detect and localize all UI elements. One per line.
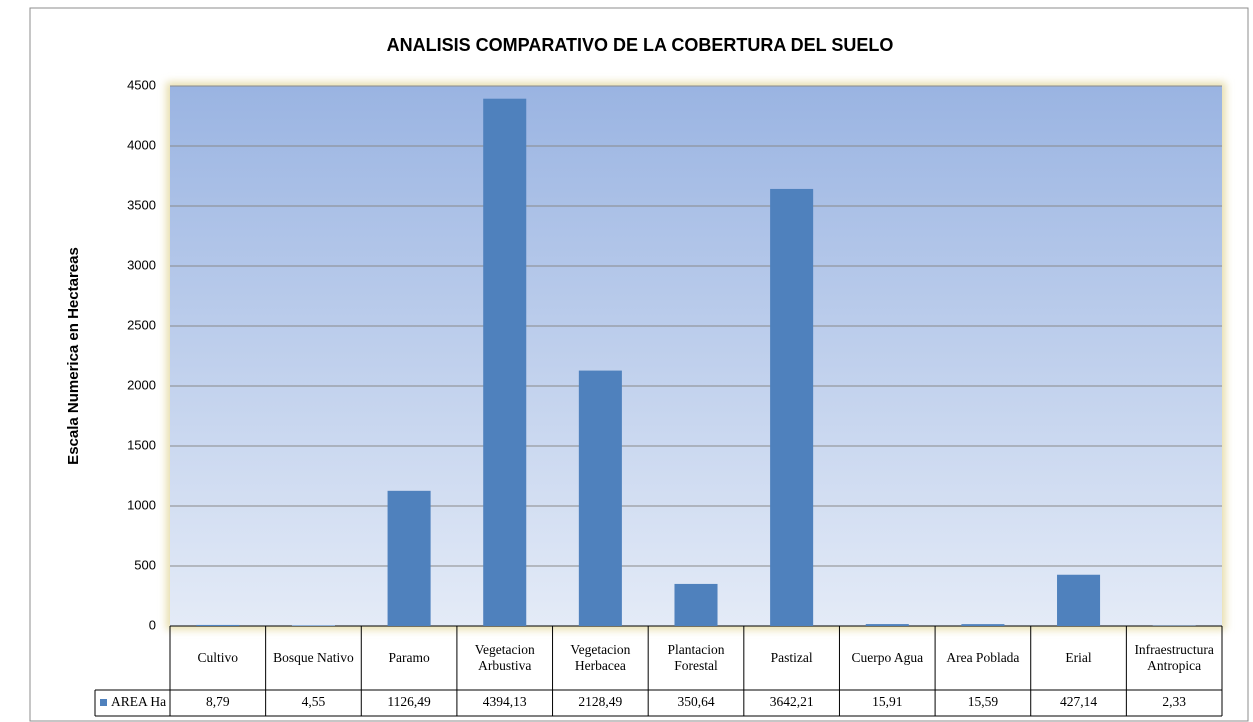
- x-tick-label: Area Poblada: [946, 650, 1020, 666]
- x-tick-label: Bosque Nativo: [273, 650, 354, 666]
- bar: [961, 624, 1005, 626]
- plot-area: [170, 86, 1222, 626]
- x-tick-label: Pastizal: [770, 650, 813, 666]
- category-cell: Plantacion Forestal: [667, 642, 725, 673]
- category-cell: Area Poblada: [946, 650, 1020, 666]
- bar: [291, 625, 335, 626]
- y-tick-label: 4500: [127, 77, 156, 92]
- value-label: 1126,49: [387, 694, 431, 709]
- y-tick-label: 0: [149, 617, 156, 632]
- y-tick-label: 4000: [127, 137, 156, 152]
- x-tick-label: Cuerpo Agua: [851, 650, 924, 666]
- y-tick-label: 2500: [127, 317, 156, 332]
- value-label: 3642,21: [770, 694, 814, 709]
- bar: [196, 624, 240, 626]
- chart-title: ANALISIS COMPARATIVO DE LA COBERTURA DEL…: [387, 35, 894, 55]
- bar: [674, 583, 718, 626]
- value-label: 15,91: [872, 694, 902, 709]
- y-tick-label: 1000: [127, 497, 156, 512]
- bar: [865, 624, 909, 626]
- category-cell: Vegetacion Herbacea: [570, 642, 631, 673]
- legend-label: AREA Ha: [111, 694, 166, 709]
- value-label: 2,33: [1162, 694, 1186, 709]
- category-cell: Cuerpo Agua: [851, 650, 924, 666]
- category-cell: Pastizal: [770, 650, 813, 666]
- value-label: 427,14: [1060, 694, 1097, 709]
- y-axis-label: Escala Numerica en Hectareas: [65, 247, 82, 465]
- category-cell: Paramo: [388, 650, 430, 666]
- x-tick-label: Infraestructura Antropica: [1134, 642, 1214, 673]
- y-tick-label: 500: [134, 557, 156, 572]
- x-tick-label: Vegetacion Herbacea: [570, 642, 631, 673]
- legend-swatch: [100, 699, 107, 706]
- bar: [578, 370, 622, 626]
- bar: [770, 188, 814, 626]
- category-cell: Bosque Nativo: [273, 650, 354, 666]
- x-tick-label: Cultivo: [197, 650, 239, 666]
- x-tick-label: Vegetacion Arbustiva: [474, 642, 535, 673]
- value-label: 8,79: [206, 694, 230, 709]
- value-label: 15,59: [968, 694, 999, 709]
- y-tick-label: 3500: [127, 197, 156, 212]
- x-tick-label: Erial: [1065, 650, 1092, 666]
- value-label: 4394,13: [483, 694, 527, 709]
- value-label: 2128,49: [578, 694, 622, 709]
- x-tick-label: Plantacion Forestal: [667, 642, 725, 673]
- category-cell: Erial: [1065, 650, 1092, 666]
- y-tick-label: 3000: [127, 257, 156, 272]
- bar: [387, 490, 431, 626]
- y-tick-label: 1500: [127, 437, 156, 452]
- category-cell: Infraestructura Antropica: [1134, 642, 1214, 673]
- value-label: 4,55: [302, 694, 326, 709]
- x-tick-label: Paramo: [388, 650, 430, 666]
- category-cell: Cultivo: [197, 650, 239, 666]
- bar: [1057, 574, 1101, 626]
- category-cell: Vegetacion Arbustiva: [474, 642, 535, 673]
- y-tick-label: 2000: [127, 377, 156, 392]
- bar: [483, 98, 527, 626]
- value-label: 350,64: [677, 694, 714, 709]
